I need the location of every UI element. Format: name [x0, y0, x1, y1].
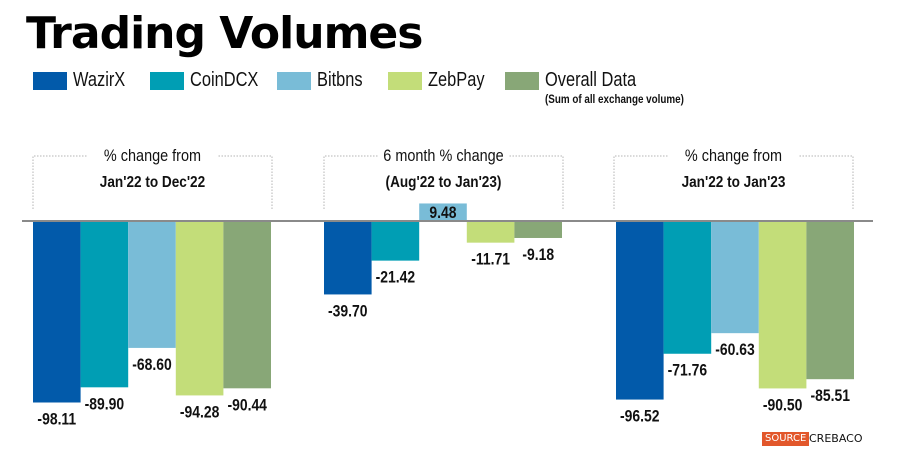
data-label: -39.70 [328, 302, 367, 321]
bar-overall-data [514, 221, 562, 238]
legend-label: Overall Data [545, 69, 637, 91]
group-heading-line1: 6 month % change [383, 147, 504, 165]
data-label: -90.50 [763, 396, 802, 415]
legend-label: Bitbns [317, 69, 363, 91]
bar-zebpay [466, 221, 515, 243]
source-badge: SOURCE [762, 432, 810, 446]
source-text: CREBACO [809, 432, 863, 445]
group-heading-line2: Jan'22 to Jan'23 [682, 174, 786, 191]
data-label: -60.63 [715, 341, 755, 360]
legend-swatch [33, 72, 67, 90]
bar-overall-data [806, 221, 854, 380]
data-label: -21.42 [376, 268, 416, 287]
data-label: -11.71 [471, 250, 510, 269]
group-heading-line1: % change from [685, 147, 782, 165]
data-label: -98.11 [37, 410, 76, 429]
bar-wazirx [324, 221, 372, 295]
data-label: -90.44 [227, 396, 267, 415]
group-heading-line1: % change from [104, 147, 201, 165]
bar-coindcx [663, 221, 712, 354]
group-heading-line2: Jan'22 to Dec'22 [100, 174, 205, 191]
data-label: -85.51 [810, 387, 850, 406]
bar-bitbns [711, 221, 759, 334]
data-label: -94.28 [180, 403, 220, 422]
data-label: -96.52 [620, 407, 660, 426]
legend-swatch [505, 72, 539, 90]
bar-bitbns [419, 203, 467, 221]
bar-coindcx [80, 221, 129, 388]
legend-label: WazirX [73, 69, 126, 91]
bar-wazirx [33, 221, 81, 403]
bar-overall-data [223, 221, 271, 389]
legend-swatch [150, 72, 184, 90]
legend-label: ZebPay [428, 69, 485, 91]
bar-wazirx [616, 221, 664, 400]
bar-zebpay [758, 221, 807, 389]
legend-label: CoinDCX [190, 69, 259, 91]
chart-title: Trading Volumes [26, 8, 423, 59]
data-label: -71.76 [668, 362, 708, 381]
legend-swatch [277, 72, 311, 90]
data-label: -89.90 [85, 395, 124, 414]
legend-sublabel: (Sum of all exchange volume) [545, 92, 684, 106]
legend-swatch [388, 72, 422, 90]
bar-coindcx [371, 221, 420, 261]
data-label: -68.60 [132, 356, 171, 375]
group-heading-line2: (Aug'22 to Jan'23) [386, 174, 502, 191]
data-label: -9.18 [522, 246, 554, 265]
bar-bitbns [128, 221, 176, 348]
data-label: 9.48 [429, 204, 456, 223]
bar-zebpay [175, 221, 224, 396]
